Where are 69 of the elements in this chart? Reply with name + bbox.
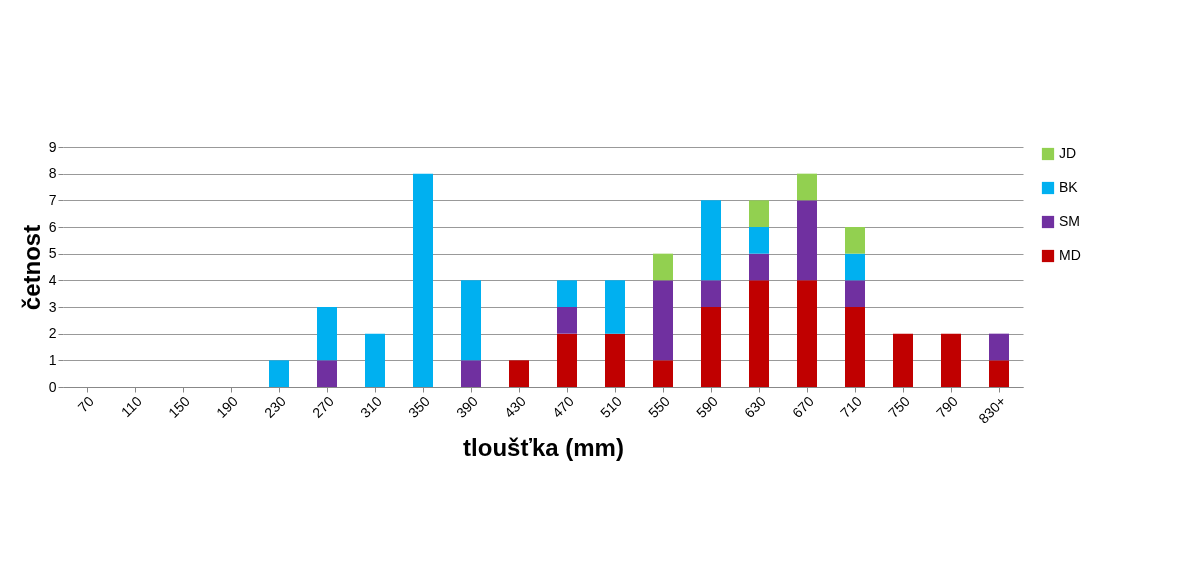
bar <box>749 200 769 227</box>
x-tick-label: 390 <box>453 392 482 421</box>
y-tick-label: 5 <box>48 245 57 262</box>
bar <box>269 360 289 387</box>
bar <box>749 253 769 281</box>
bar <box>749 227 769 254</box>
y-tick-label: 6 <box>48 218 57 235</box>
bar <box>989 333 1009 361</box>
bar <box>893 333 913 387</box>
bar <box>317 360 337 387</box>
x-tick-label: 550 <box>645 392 674 421</box>
x-tick-label: 350 <box>405 392 434 421</box>
legend-label: BK <box>1059 179 1079 195</box>
bar <box>461 280 481 361</box>
legend-label: MD <box>1059 247 1081 263</box>
bar <box>461 360 481 387</box>
bar <box>797 200 817 281</box>
legend-label: SM <box>1059 213 1080 229</box>
y-axis-title: četnost <box>17 224 45 311</box>
legend-label: JD <box>1059 145 1077 161</box>
y-tick-label: 3 <box>48 298 57 315</box>
bar <box>653 280 673 361</box>
bar <box>845 280 865 307</box>
x-tick-label: 590 <box>693 392 722 421</box>
x-tick-label: 470 <box>549 392 578 421</box>
x-tick-label: 750 <box>885 392 914 421</box>
x-tick-label: 430 <box>501 392 530 421</box>
x-tick-label: 110 <box>117 392 146 421</box>
x-tick-label: 310 <box>357 392 386 421</box>
bar <box>701 200 721 281</box>
y-tick-label: 0 <box>48 378 57 395</box>
bar <box>701 280 721 307</box>
bar <box>701 307 721 387</box>
x-tick-label: 190 <box>213 392 242 421</box>
x-tick-label: 630 <box>741 392 770 421</box>
bar <box>941 333 961 387</box>
bar <box>557 307 577 334</box>
x-tick-label: 710 <box>837 392 866 421</box>
y-tick-label: 7 <box>48 191 57 208</box>
bar <box>653 360 673 387</box>
y-tick-label: 8 <box>48 165 57 182</box>
bar <box>557 333 577 387</box>
bar <box>317 307 337 361</box>
x-tick-label: 150 <box>165 392 194 421</box>
bar <box>605 333 625 387</box>
y-tick-label: 4 <box>48 271 57 288</box>
x-tick-label: 270 <box>309 392 338 421</box>
bar <box>845 253 865 281</box>
x-tick-label: 790 <box>933 392 962 421</box>
x-axis-title: tloušťka (mm) <box>463 433 624 461</box>
x-tick-label: 670 <box>789 392 818 421</box>
bar <box>509 360 529 387</box>
y-tick-label: 1 <box>48 351 57 368</box>
bar <box>605 280 625 334</box>
bar <box>413 173 433 387</box>
bar <box>845 307 865 387</box>
bar <box>653 253 673 281</box>
bar <box>797 280 817 387</box>
x-tick-label: 70 <box>74 392 98 416</box>
bar <box>845 227 865 254</box>
bar <box>989 360 1009 387</box>
y-tick-label: 2 <box>48 325 57 342</box>
x-tick-label: 510 <box>597 392 626 421</box>
bar <box>557 280 577 307</box>
bar <box>365 333 385 387</box>
y-tick-label: 9 <box>48 138 57 155</box>
bar <box>797 173 817 201</box>
x-tick-label: 230 <box>261 392 290 421</box>
bar <box>749 280 769 387</box>
